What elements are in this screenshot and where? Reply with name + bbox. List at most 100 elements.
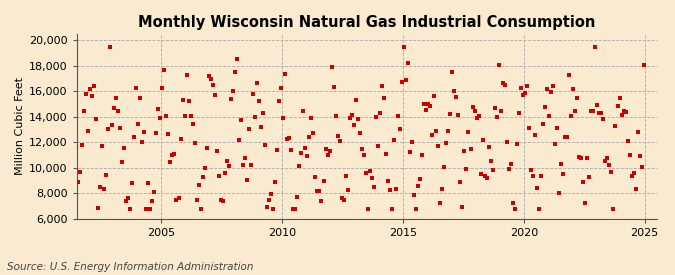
- Point: [215, 197, 226, 202]
- Y-axis label: Million Cubic Feet: Million Cubic Feet: [15, 78, 25, 175]
- Point: [620, 109, 631, 114]
- Point: [381, 152, 392, 157]
- Point: [539, 105, 550, 109]
- Point: [90, 117, 101, 122]
- Point: [441, 141, 452, 145]
- Point: [282, 136, 293, 141]
- Point: [185, 114, 196, 119]
- Point: [541, 87, 552, 92]
- Point: [551, 126, 562, 130]
- Point: [626, 174, 637, 178]
- Point: [473, 114, 484, 119]
- Point: [260, 143, 271, 147]
- Point: [530, 133, 541, 138]
- Point: [570, 109, 580, 113]
- Point: [62, 88, 73, 92]
- Point: [326, 64, 337, 69]
- Point: [612, 103, 623, 108]
- Point: [346, 112, 357, 117]
- Point: [514, 110, 524, 115]
- Point: [201, 146, 212, 150]
- Point: [306, 116, 317, 120]
- Point: [227, 89, 238, 94]
- Point: [270, 180, 281, 185]
- Point: [485, 158, 496, 163]
- Point: [86, 94, 97, 98]
- Point: [80, 92, 91, 97]
- Point: [449, 89, 460, 94]
- Point: [205, 76, 216, 81]
- Text: Source: U.S. Energy Information Administration: Source: U.S. Energy Information Administ…: [7, 262, 253, 272]
- Point: [133, 122, 144, 127]
- Point: [528, 174, 539, 178]
- Point: [318, 178, 329, 183]
- Point: [477, 137, 488, 142]
- Point: [193, 183, 204, 187]
- Point: [375, 110, 385, 115]
- Point: [373, 144, 383, 148]
- Point: [461, 167, 472, 171]
- Point: [516, 86, 526, 90]
- Point: [421, 108, 431, 112]
- Point: [497, 81, 508, 86]
- Point: [574, 155, 585, 160]
- Point: [616, 112, 627, 117]
- Point: [66, 150, 77, 155]
- Point: [213, 174, 224, 179]
- Point: [379, 96, 389, 101]
- Point: [141, 207, 152, 211]
- Point: [167, 153, 178, 158]
- Point: [171, 197, 182, 202]
- Point: [491, 115, 502, 119]
- Point: [590, 45, 601, 49]
- Point: [510, 207, 520, 211]
- Point: [459, 149, 470, 153]
- Point: [520, 91, 531, 95]
- Point: [425, 104, 435, 108]
- Point: [304, 135, 315, 139]
- Point: [217, 199, 228, 204]
- Point: [246, 163, 256, 167]
- Point: [155, 116, 166, 121]
- Point: [179, 114, 190, 119]
- Point: [495, 109, 506, 113]
- Point: [502, 140, 512, 144]
- Point: [244, 126, 254, 131]
- Point: [367, 176, 377, 180]
- Point: [547, 84, 558, 88]
- Point: [624, 152, 635, 157]
- Point: [493, 62, 504, 67]
- Point: [401, 78, 412, 82]
- Point: [72, 180, 83, 185]
- Point: [95, 185, 105, 189]
- Point: [512, 142, 522, 146]
- Point: [439, 165, 450, 170]
- Point: [602, 156, 613, 160]
- Point: [524, 126, 535, 130]
- Point: [121, 199, 132, 203]
- Point: [592, 103, 603, 108]
- Point: [560, 135, 570, 139]
- Point: [103, 127, 113, 131]
- Point: [455, 180, 466, 184]
- Point: [475, 172, 486, 177]
- Point: [250, 115, 261, 119]
- Point: [68, 115, 79, 119]
- Point: [622, 139, 633, 143]
- Point: [362, 207, 373, 211]
- Point: [433, 143, 443, 148]
- Point: [556, 162, 566, 167]
- Point: [399, 45, 410, 50]
- Point: [360, 171, 371, 175]
- Point: [197, 175, 208, 179]
- Point: [127, 180, 138, 185]
- Point: [338, 198, 349, 203]
- Point: [252, 81, 263, 85]
- Point: [191, 198, 202, 203]
- Point: [377, 84, 387, 88]
- Point: [272, 147, 283, 152]
- Point: [451, 95, 462, 99]
- Point: [199, 166, 210, 170]
- Point: [531, 185, 542, 190]
- Point: [286, 148, 297, 152]
